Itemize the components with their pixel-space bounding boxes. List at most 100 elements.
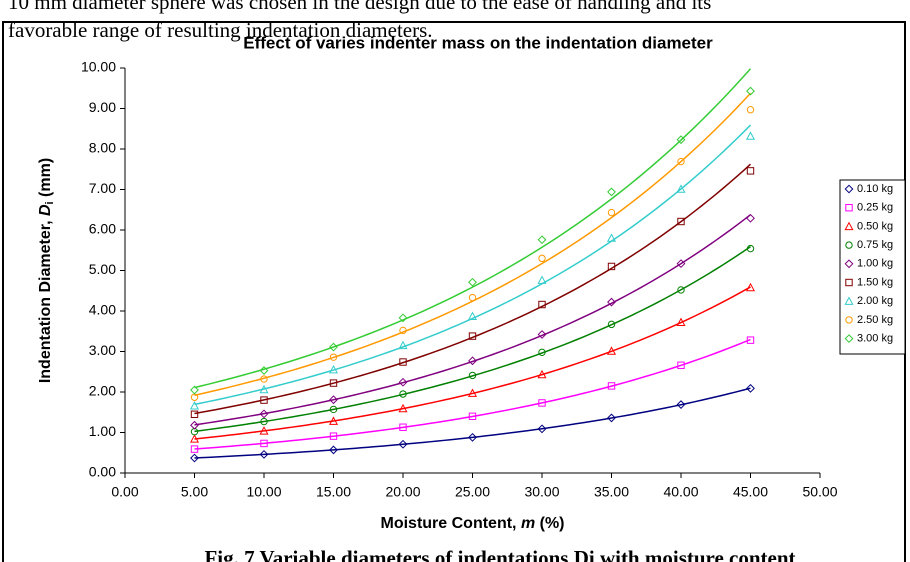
y-tick-label: 9.00 <box>89 99 116 115</box>
y-tick-label: 7.00 <box>89 180 116 196</box>
marker-triangle <box>844 221 854 231</box>
trendline <box>194 163 752 415</box>
marker-circle <box>677 286 685 294</box>
marker-triangle <box>259 384 269 394</box>
y-tick-label: 2.00 <box>89 383 116 399</box>
x-tick-label: 45.00 <box>733 484 768 500</box>
marker-triangle <box>676 184 686 193</box>
legend-label: 0.50 kg <box>857 220 893 232</box>
x-tick-label: 50.00 <box>802 484 837 500</box>
x-tick-label: 25.00 <box>455 484 490 500</box>
marker-diamond <box>537 424 547 434</box>
trendline <box>194 338 751 450</box>
marker-diamond <box>398 377 408 387</box>
chart-title: Effect of varies indenter mass on the in… <box>243 33 713 52</box>
marker-square <box>399 423 407 431</box>
marker-triangle <box>189 401 200 410</box>
y-tick-label: 8.00 <box>89 140 116 156</box>
trendline <box>194 387 751 459</box>
marker-triangle <box>189 434 200 443</box>
marker-triangle <box>537 369 547 379</box>
marker-diamond <box>676 259 686 269</box>
x-tick-label: 5.00 <box>181 484 208 500</box>
marker-diamond <box>398 313 408 323</box>
marker-triangle <box>606 346 617 355</box>
marker-triangle <box>606 233 617 242</box>
trendline <box>194 92 752 397</box>
marker-square <box>677 217 685 226</box>
x-tick-label: 35.00 <box>594 484 629 500</box>
x-axis-label: Moisture Content, m (%) <box>381 515 565 532</box>
x-tick-label: 10.00 <box>246 484 281 500</box>
marker-circle <box>399 326 407 335</box>
y-tick-label: 4.00 <box>89 302 116 318</box>
marker-square <box>260 396 268 404</box>
trendline <box>194 68 752 389</box>
marker-square <box>190 445 199 453</box>
marker-triangle <box>745 131 756 140</box>
marker-diamond <box>329 395 338 405</box>
marker-circle <box>260 417 268 426</box>
marker-circle <box>677 157 685 166</box>
marker-diamond <box>844 334 854 344</box>
marker-triangle <box>676 317 686 327</box>
y-axis-label-part: (mm) <box>37 158 54 202</box>
marker-triangle <box>467 388 478 397</box>
trendline <box>194 214 751 426</box>
marker-circle <box>746 106 755 114</box>
x-tick-label: 15.00 <box>316 484 351 500</box>
x-axis-label-part: (%) <box>535 515 564 532</box>
trendline <box>194 245 751 433</box>
marker-triangle <box>259 426 269 435</box>
marker-square <box>538 300 546 309</box>
trendline <box>194 124 752 406</box>
marker-square <box>260 439 268 448</box>
legend-label: 0.75 kg <box>857 239 893 251</box>
legend-label: 0.25 kg <box>857 202 893 214</box>
marker-diamond <box>844 184 854 194</box>
y-axis-label: Indentation Diameter, Di (mm) <box>37 158 56 383</box>
x-tick-label: 0.00 <box>111 484 138 500</box>
marker-diamond <box>844 259 854 269</box>
legend-box <box>839 179 906 355</box>
marker-circle <box>329 405 338 414</box>
y-tick-label: 6.00 <box>89 221 116 237</box>
marker-square <box>746 167 755 175</box>
marker-diamond <box>259 366 269 375</box>
marker-diamond <box>607 187 616 197</box>
marker-circle <box>399 390 407 398</box>
marker-triangle <box>328 416 339 425</box>
chart-frame <box>2 21 906 562</box>
marker-diamond <box>398 439 408 449</box>
marker-diamond <box>190 453 199 463</box>
legend-label: 2.00 kg <box>857 295 893 307</box>
marker-diamond <box>746 383 755 393</box>
marker-triangle <box>328 364 339 374</box>
y-tick-label: 3.00 <box>89 342 116 358</box>
marker-square <box>329 432 338 440</box>
marker-square <box>468 332 477 340</box>
marker-diamond <box>676 400 686 409</box>
marker-diamond <box>676 135 686 145</box>
marker-circle <box>746 244 755 253</box>
marker-circle <box>607 320 616 329</box>
marker-circle <box>538 348 546 357</box>
marker-circle <box>260 375 268 383</box>
marker-square <box>845 278 853 287</box>
marker-triangle <box>745 282 756 292</box>
marker-diamond <box>746 86 755 96</box>
marker-diamond <box>468 432 477 442</box>
marker-triangle <box>537 275 547 284</box>
x-tick-label: 30.00 <box>524 484 559 500</box>
marker-square <box>607 262 616 271</box>
legend-label: 1.00 kg <box>857 258 893 270</box>
y-tick-label: 0.00 <box>89 464 116 480</box>
marker-triangle <box>398 340 408 350</box>
x-tick-label: 40.00 <box>663 484 698 500</box>
marker-circle <box>845 316 853 324</box>
legend-label: 0.10 kg <box>857 183 893 195</box>
marker-square <box>468 412 477 421</box>
marker-diamond <box>468 277 477 287</box>
x-tick-label: 20.00 <box>385 484 420 500</box>
